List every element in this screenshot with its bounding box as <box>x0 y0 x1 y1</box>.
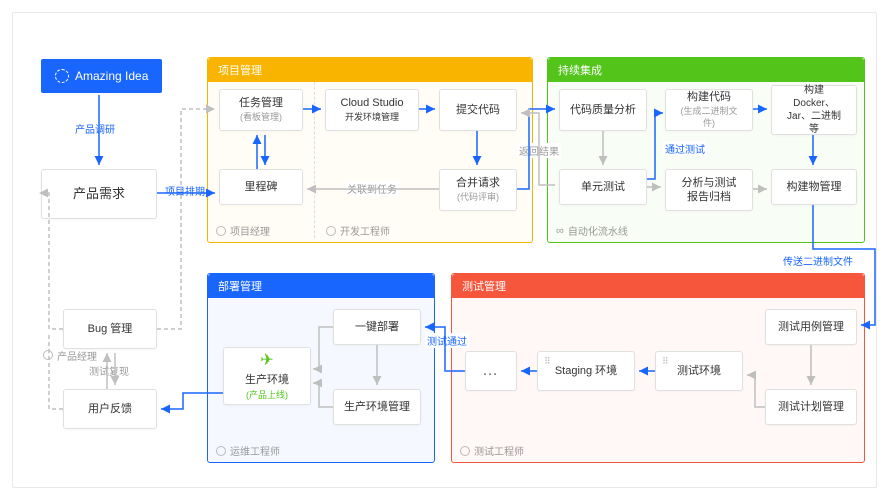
infinity-icon: ∞ <box>556 225 564 237</box>
node-testcase: 测试用例管理 <box>765 309 857 345</box>
label-research: 产品调研 <box>73 121 117 136</box>
node-build: 构建代码 (生成二进制文件) <box>665 89 753 131</box>
bulb-icon <box>55 69 69 83</box>
node-prodmgr: 生产环境管理 <box>333 389 421 425</box>
role-dev: 开发工程师 <box>326 223 390 238</box>
node-prod: ✈ 生产环境 (产品上线) <box>223 347 311 405</box>
node-merge: 合并请求 (代码评审) <box>439 169 517 211</box>
group1-header: 项目管理 <box>208 58 532 82</box>
person-icon <box>460 446 470 456</box>
label-return: 返回结果 <box>517 143 561 158</box>
plane-icon: ✈ <box>260 351 273 372</box>
label-transfer: 传送二进制文件 <box>781 253 855 268</box>
grip-icon: ⠿ <box>544 356 551 368</box>
group2-header: 持续集成 <box>548 58 864 82</box>
grip-icon: ⠿ <box>662 356 669 368</box>
node-testplan: 测试计划管理 <box>765 389 857 425</box>
label-testpass: 测试通过 <box>425 333 469 348</box>
person-icon <box>216 226 226 236</box>
node-commit: 提交代码 <box>439 89 517 131</box>
node-docker: 构建 Docker、 Jar、二进制 等 <box>771 85 857 135</box>
label-relate: 关联到任务 <box>345 181 399 196</box>
role-pipeline: ∞ 自动化流水线 <box>556 223 628 238</box>
node-feedback: 用户反馈 <box>63 389 157 429</box>
node-artifact: 构建物管理 <box>771 169 857 205</box>
node-staging: ⠿ Staging 环境 <box>537 351 635 391</box>
node-cloud: Cloud Studio 开发环境管理 <box>325 89 419 131</box>
label-schedule: 项目排期 <box>163 183 207 198</box>
node-testenv: ⠿ 测试环境 <box>655 351 743 391</box>
diagram-canvas: Amazing Idea 产品需求 产品经理 项目管理 项目经理 开发工程师 任… <box>12 12 877 488</box>
person-icon <box>216 446 226 456</box>
start-label: Amazing Idea <box>75 69 148 83</box>
separator-1 <box>314 82 315 238</box>
group4-header: 测试管理 <box>452 274 864 298</box>
label-passtest: 通过测试 <box>663 141 707 156</box>
node-analyze: 分析与测试 报告归档 <box>665 169 753 211</box>
node-quality: 代码质量分析 <box>559 89 647 131</box>
start-node: Amazing Idea <box>41 59 162 93</box>
node-milestone: 里程碑 <box>219 169 303 205</box>
group-project-mgmt: 项目管理 项目经理 开发工程师 <box>207 57 533 243</box>
label-repro: 测试复现 <box>87 363 131 378</box>
node-bug: Bug 管理 <box>63 309 157 349</box>
node-ellipsis: … <box>465 351 517 391</box>
person-icon <box>326 226 336 236</box>
node-deploy: 一键部署 <box>333 309 421 345</box>
role-pm: 产品经理 <box>43 227 97 483</box>
node-prd: 产品需求 <box>41 169 157 219</box>
group3-header: 部署管理 <box>208 274 434 298</box>
person-icon <box>43 350 53 360</box>
ellipsis-icon: … <box>482 361 500 382</box>
node-unit: 单元测试 <box>559 169 647 205</box>
role-ops: 运维工程师 <box>216 443 280 458</box>
role-qa: 测试工程师 <box>460 443 524 458</box>
role-proj: 项目经理 <box>216 223 270 238</box>
node-task: 任务管理 (看板管理) <box>219 89 303 131</box>
